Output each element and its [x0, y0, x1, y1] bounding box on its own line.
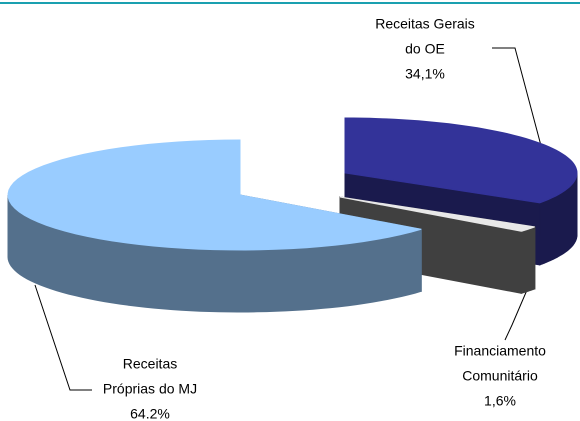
- slice-label: Receitas: [123, 356, 177, 372]
- slice-label: Comunitário: [462, 368, 538, 384]
- slice-label: do OE: [405, 41, 445, 57]
- value-label: 34,1%: [405, 66, 445, 82]
- value-label: 1,6%: [484, 393, 516, 409]
- slice-label: Próprias do MJ: [103, 381, 197, 397]
- leader-line: [492, 47, 549, 173]
- leader-line: [504, 289, 528, 341]
- value-label: 64.2%: [130, 406, 170, 421]
- slice-top: [344, 117, 578, 204]
- slice-label: Financiamento: [454, 343, 546, 359]
- slice-label: Receitas Gerais: [375, 16, 475, 32]
- leader-line: [34, 284, 92, 391]
- pie: [7, 117, 578, 313]
- slice-top: [339, 196, 535, 232]
- slice-side: [520, 226, 536, 294]
- slice-top: [7, 139, 422, 251]
